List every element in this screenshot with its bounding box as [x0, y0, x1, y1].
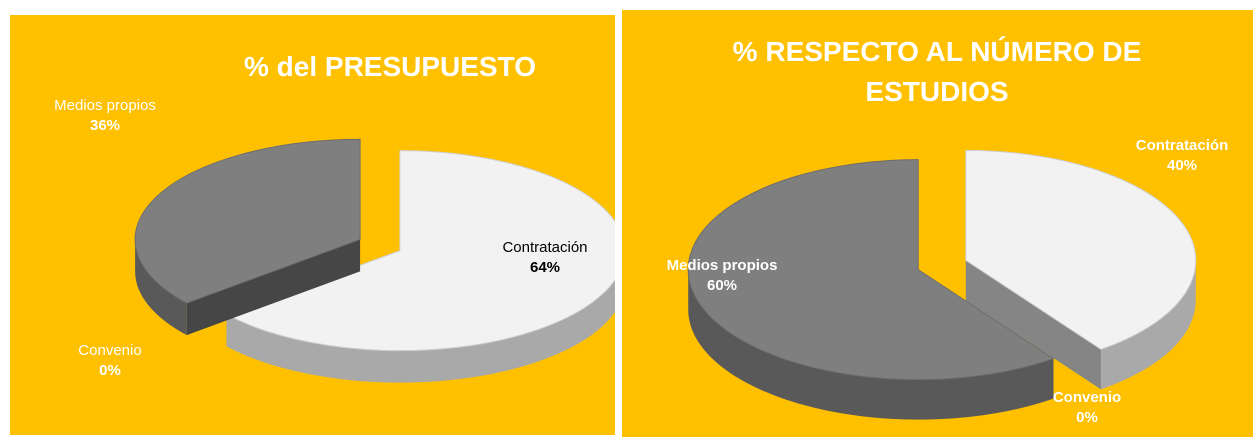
slice-side [688, 269, 1054, 420]
slice [965, 149, 1197, 350]
slice-value: 60% [707, 277, 737, 294]
slice-name: Medios propios [667, 257, 778, 274]
slice-name: Convenio [78, 342, 141, 359]
slice-value: 0% [99, 362, 121, 379]
slice-side [186, 239, 361, 336]
slice-name: Contratación [1136, 137, 1229, 154]
chart: Contratación 64% Medios propios 36% Convenio… [54, 97, 615, 383]
slice-name: Contratación [502, 239, 587, 256]
slice-value: 40% [1167, 157, 1197, 174]
slice [225, 150, 615, 352]
slice-value: 64% [530, 259, 560, 276]
slice-name: Convenio [1053, 389, 1121, 406]
chart-panel: Contratación 64% Medios propios 36% Convenio… [10, 15, 615, 435]
chart-panel: Contratación 40% Medios propios 60% Convenio… [622, 10, 1253, 437]
slice-value: 0% [1076, 409, 1098, 426]
slice [687, 159, 1055, 381]
slice-side [965, 260, 1101, 390]
chart: Contratación 40% Medios propios 60% Convenio… [667, 137, 1229, 426]
chart-title: % RESPECTO AL NÚMERO DE ESTUDIOS [732, 36, 1142, 107]
slice-value: 36% [90, 117, 120, 134]
slice-name: Medios propios [54, 97, 156, 114]
slice-side [1100, 260, 1196, 390]
slice-side [226, 279, 615, 383]
slice-side [135, 239, 187, 336]
slice [134, 138, 361, 304]
chart-title: % del PRESUPUESTO [243, 51, 536, 82]
